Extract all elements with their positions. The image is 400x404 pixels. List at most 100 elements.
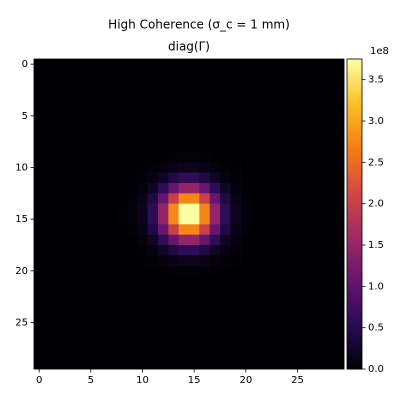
heatmap-cell <box>292 69 303 80</box>
heatmap-cell <box>147 131 159 142</box>
heatmap-cell <box>178 234 190 246</box>
heatmap-cell <box>282 296 293 308</box>
heatmap-cell <box>54 255 66 266</box>
heatmap-cell <box>147 348 159 359</box>
heatmap-cell <box>240 338 252 349</box>
heatmap-cell <box>261 265 272 277</box>
heatmap-cell <box>292 141 303 153</box>
heatmap-cell <box>333 214 345 225</box>
heatmap-cell <box>199 327 210 339</box>
heatmap-cell <box>199 224 210 235</box>
heatmap-cell <box>34 90 45 101</box>
heatmap-cell <box>323 141 334 153</box>
heatmap-cell <box>127 172 138 184</box>
heatmap-cell <box>189 296 200 308</box>
heatmap-cell <box>220 276 231 287</box>
heatmap-cell <box>116 100 128 111</box>
heatmap-cell <box>292 79 303 91</box>
heatmap-cell <box>54 286 66 297</box>
heatmap-cell <box>240 307 252 318</box>
heatmap-cell <box>230 276 241 287</box>
heatmap-cell <box>54 172 66 184</box>
heatmap-cell <box>323 131 334 142</box>
heatmap-cell <box>209 193 221 204</box>
heatmap-cell <box>168 234 179 246</box>
colorbar-band <box>347 96 362 100</box>
heatmap-cell <box>116 193 128 204</box>
heatmap-cell <box>106 338 117 349</box>
heatmap-cell <box>313 317 324 328</box>
heatmap-cell <box>220 224 231 235</box>
heatmap-cell <box>209 172 221 184</box>
heatmap-cell <box>96 327 107 339</box>
heatmap-cell <box>85 276 97 287</box>
heatmap-cell <box>251 358 262 370</box>
heatmap-cell <box>302 100 314 111</box>
colorbar-band <box>347 260 362 265</box>
colorbar-band <box>347 195 362 199</box>
heatmap-cell <box>282 193 293 204</box>
heatmap-cell <box>147 121 159 132</box>
heatmap-cell <box>106 307 117 318</box>
heatmap-cell <box>209 327 221 339</box>
heatmap-cell <box>333 121 345 132</box>
heatmap-cell <box>230 90 241 101</box>
colorbar-band <box>347 344 362 348</box>
heatmap-cell <box>282 286 293 297</box>
colorbar-band <box>347 161 362 165</box>
heatmap-cell <box>75 214 86 225</box>
heatmap-cell <box>34 358 45 370</box>
heatmap-cell <box>65 296 76 308</box>
heatmap-cell <box>44 348 55 359</box>
heatmap-cell <box>313 276 324 287</box>
heatmap-cell <box>261 100 272 111</box>
colorbar-band <box>347 316 362 320</box>
heatmap-cell <box>137 327 148 339</box>
heatmap-cell <box>292 265 303 277</box>
heatmap-cell <box>302 234 314 246</box>
heatmap-cell <box>261 348 272 359</box>
heatmap-cell <box>137 172 148 184</box>
x-tick-label: 10 <box>136 375 149 386</box>
colorbar-offset: 1e8 <box>370 46 389 57</box>
heatmap-cell <box>189 183 200 194</box>
heatmap-cell <box>240 296 252 308</box>
heatmap-cell <box>292 152 303 163</box>
heatmap-cell <box>292 203 303 215</box>
colorbar-band <box>347 257 362 261</box>
heatmap-cell <box>271 110 283 122</box>
heatmap-cell <box>282 234 293 246</box>
heatmap-cell <box>178 152 190 163</box>
heatmap-cell <box>209 162 221 173</box>
heatmap-cell <box>127 203 138 215</box>
heatmap-cell <box>54 90 66 101</box>
heatmap-cell <box>251 162 262 173</box>
heatmap-cell <box>261 203 272 215</box>
heatmap-cell <box>85 327 97 339</box>
heatmap-cell <box>65 152 76 163</box>
heatmap-cell <box>189 234 200 246</box>
heatmap-cell <box>251 110 262 122</box>
heatmap-cell <box>271 224 283 235</box>
heatmap-cell <box>116 183 128 194</box>
heatmap-cell <box>65 286 76 297</box>
heatmap-cell <box>44 90 55 101</box>
heatmap-cell <box>271 100 283 111</box>
heatmap-cell <box>158 203 169 215</box>
heatmap-cell <box>313 265 324 277</box>
heatmap-cell <box>65 348 76 359</box>
heatmap-cell <box>34 121 45 132</box>
colorbar-band <box>347 142 362 147</box>
colorbar-band <box>347 362 362 367</box>
heatmap-cell <box>127 286 138 297</box>
colorbar-band <box>347 269 362 274</box>
colorbar-band <box>347 226 362 230</box>
heatmap-cell <box>220 234 231 246</box>
heatmap-cell <box>65 100 76 111</box>
colorbar-band <box>347 276 362 280</box>
heatmap-cell <box>313 162 324 173</box>
heatmap-cell <box>199 296 210 308</box>
colorbar-band <box>347 294 362 299</box>
heatmap-cell <box>282 307 293 318</box>
colorbar-band <box>347 288 362 292</box>
